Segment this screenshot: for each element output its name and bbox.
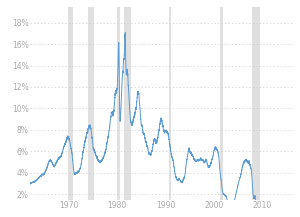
Bar <box>169 7 171 200</box>
Bar <box>124 7 131 200</box>
Bar <box>88 7 94 200</box>
Bar <box>117 7 120 200</box>
Bar <box>68 7 73 200</box>
Bar <box>252 7 260 200</box>
Bar <box>220 7 224 200</box>
